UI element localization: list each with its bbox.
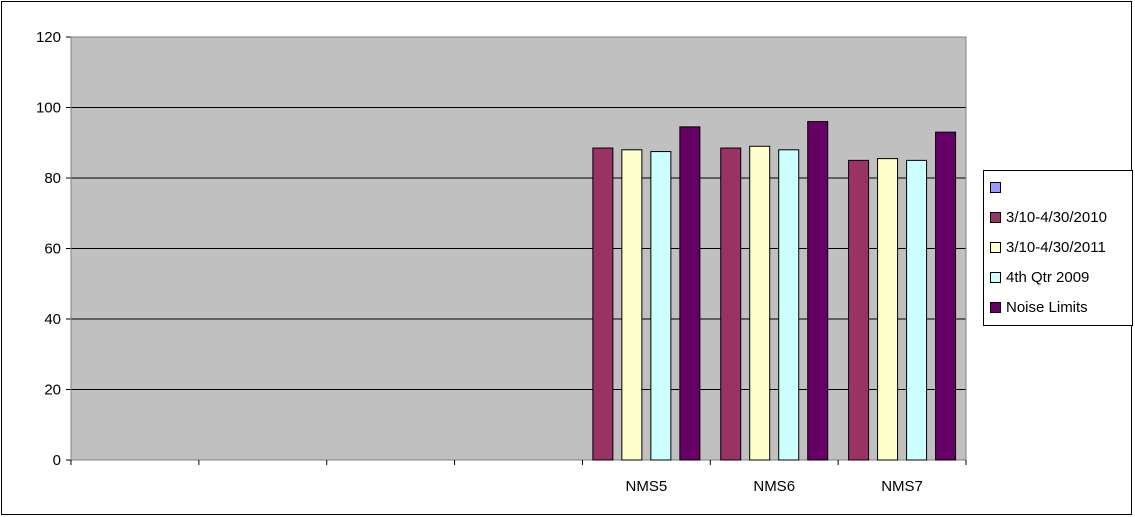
legend-swatch: [990, 211, 1001, 223]
y-tick-label: 80: [44, 170, 61, 187]
bar-nms6-series-2: [749, 145, 771, 461]
y-tick-label: 0: [53, 452, 61, 469]
bar-nms5-series-1: [592, 147, 614, 461]
legend-label: Noise Limits: [1006, 298, 1088, 316]
plot-border: [70, 36, 967, 461]
legend-item: Noise Limits: [990, 297, 1088, 317]
bar-nms6-series-1: [720, 147, 742, 461]
bar-nms6-series-4: [807, 121, 829, 461]
legend-item: 4th Qtr 2009: [990, 267, 1089, 287]
x-tick-label: NMS5: [626, 478, 668, 495]
x-tick-label: NMS7: [881, 478, 923, 495]
bar-nms7-series-4: [935, 131, 957, 461]
legend-swatch: [990, 271, 1001, 283]
legend-swatch: [990, 181, 1001, 193]
legend-item: 3/10-4/30/2010: [990, 207, 1107, 227]
legend-label: 3/10-4/30/2010: [1006, 208, 1107, 226]
bar-nms7-series-3: [906, 159, 928, 461]
x-tick-label: NMS6: [753, 478, 795, 495]
legend-swatch: [990, 301, 1001, 313]
legend-item: 3/10-4/30/2011: [990, 237, 1106, 257]
bar-nms5-series-2: [621, 149, 643, 461]
legend-item: [990, 177, 1006, 197]
y-tick-label: 120: [36, 29, 61, 46]
legend-label: 3/10-4/30/2011: [1006, 238, 1106, 256]
bar-nms5-series-4: [679, 126, 701, 461]
legend-label: 4th Qtr 2009: [1006, 268, 1090, 286]
bar-nms5-series-3: [650, 151, 672, 461]
bar-nms7-series-2: [877, 158, 899, 461]
bar-nms7-series-1: [848, 159, 870, 461]
legend: 3/10-4/30/2010 3/10-4/30/2011 4th Qtr 2009…: [983, 170, 1133, 326]
legend-swatch: [990, 241, 1001, 253]
y-tick-label: 100: [36, 100, 61, 117]
y-tick-label: 40: [44, 311, 61, 328]
y-tick-label: 20: [44, 382, 61, 399]
bar-nms6-series-3: [778, 149, 800, 461]
y-tick-label: 60: [44, 241, 61, 258]
